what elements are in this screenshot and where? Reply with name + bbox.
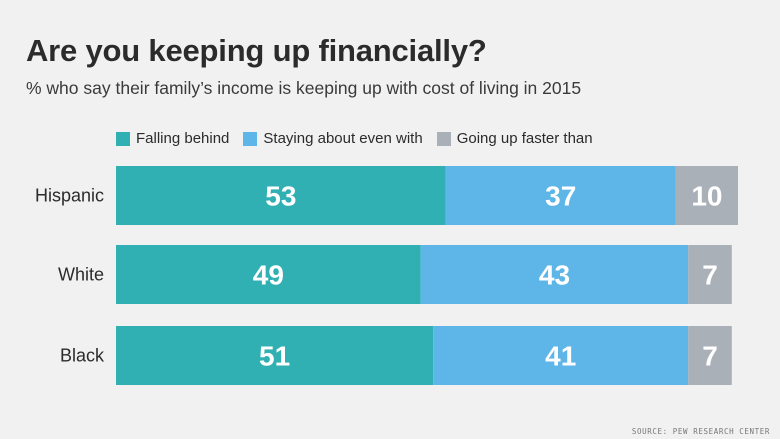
- legend: Falling behind Staying about even with G…: [116, 130, 593, 147]
- category-label-white: White: [58, 265, 104, 285]
- data-label-black-going-up-faster-than: 7: [702, 341, 718, 372]
- bar-segment-hispanic-staying-about-even-with: [445, 166, 676, 225]
- chart-subtitle: % who say their family’s income is keepi…: [26, 78, 582, 98]
- data-label-hispanic-staying-about-even-with: 37: [545, 181, 576, 212]
- source-note: SOURCE: PEW RESEARCH CENTER: [631, 427, 770, 436]
- data-label-white-falling-behind: 49: [253, 260, 284, 291]
- bar-segment-white-falling-behind: [116, 245, 421, 304]
- data-label-hispanic-falling-behind: 53: [265, 181, 296, 212]
- category-label-black: Black: [60, 346, 105, 366]
- legend-label-staying-even: Staying about even with: [263, 130, 423, 147]
- data-label-white-staying-about-even-with: 43: [539, 260, 570, 291]
- bar-segment-black-going-up-faster-than: [688, 326, 732, 385]
- legend-swatch-staying-even: [243, 131, 258, 146]
- bar-segment-white-staying-about-even-with: [420, 245, 689, 304]
- legend-label-falling-behind: Falling behind: [136, 130, 230, 147]
- data-label-black-staying-about-even-with: 41: [545, 341, 576, 372]
- legend-item-going-up: Going up faster than: [436, 130, 593, 147]
- bar-segment-hispanic-going-up-faster-than: [675, 166, 738, 225]
- bar-segment-black-falling-behind: [116, 326, 434, 385]
- legend-item-staying-even: Staying about even with: [243, 130, 423, 147]
- bar-segment-white-going-up-faster-than: [688, 245, 732, 304]
- bar-segment-hispanic-falling-behind: [116, 166, 446, 225]
- bar-segment-black-staying-about-even-with: [433, 326, 689, 385]
- legend-swatch-falling-behind: [116, 131, 130, 146]
- chart-title: Are you keeping up financially?: [26, 33, 487, 68]
- data-label-white-going-up-faster-than: 7: [702, 260, 718, 291]
- legend-swatch-going-up: [436, 131, 451, 146]
- data-label-black-falling-behind: 51: [259, 341, 290, 372]
- legend-label-going-up: Going up faster than: [456, 130, 593, 147]
- data-label-hispanic-going-up-faster-than: 10: [691, 181, 722, 212]
- legend-item-falling-behind: Falling behind: [116, 130, 229, 147]
- category-label-hispanic: Hispanic: [35, 186, 104, 206]
